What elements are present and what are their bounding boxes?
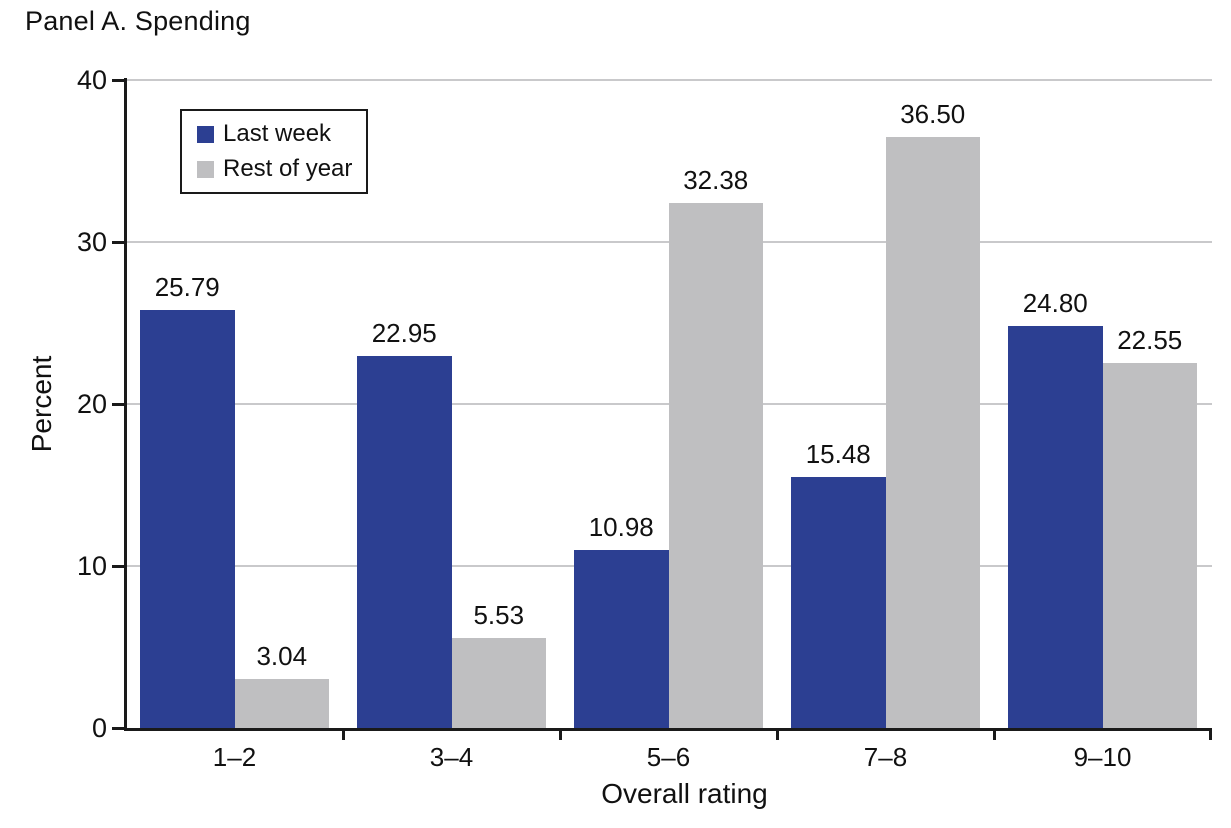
y-axis-tick-40 bbox=[112, 79, 124, 82]
y-axis-line bbox=[124, 78, 127, 731]
x-category-label-3–4: 3–4 bbox=[429, 742, 474, 772]
x-axis-tick bbox=[341, 731, 345, 740]
bar-last-week-3–4 bbox=[357, 356, 452, 728]
bar-rest-of-year-7–8 bbox=[885, 136, 980, 728]
bar-rest-of-year-5–6 bbox=[668, 203, 763, 728]
bar-value-label: 32.38 bbox=[683, 165, 749, 196]
x-category-label-1–2: 1–2 bbox=[212, 742, 257, 772]
bar-value-label: 10.98 bbox=[588, 512, 654, 543]
bar-value-label: 22.95 bbox=[371, 318, 437, 349]
y-tick-label-0: 0 bbox=[91, 713, 107, 743]
legend: Last week Rest of year bbox=[180, 109, 368, 194]
y-axis-tick-0 bbox=[112, 727, 124, 730]
x-axis-tick bbox=[558, 731, 562, 740]
legend-label: Rest of year bbox=[223, 155, 353, 182]
x-category-label-9–10: 9–10 bbox=[1073, 742, 1132, 772]
y-tick-label-10: 10 bbox=[76, 551, 107, 581]
y-tick-label-40: 40 bbox=[76, 65, 107, 95]
legend-item-rest-of-year: Rest of year bbox=[197, 156, 366, 182]
bar-value-label: 22.55 bbox=[1117, 324, 1183, 355]
x-axis-tick bbox=[775, 731, 779, 740]
x-axis-end-tick bbox=[1209, 731, 1212, 740]
bar-value-label: 3.04 bbox=[256, 640, 308, 671]
x-axis-tick bbox=[992, 731, 996, 740]
chart-title: Panel A. Spending bbox=[25, 6, 251, 36]
bar-value-label: 25.79 bbox=[154, 272, 220, 303]
bar-rest-of-year-3–4 bbox=[451, 638, 546, 728]
legend-label: Last week bbox=[223, 120, 332, 147]
bar-value-label: 5.53 bbox=[473, 600, 525, 631]
x-category-label-5–6: 5–6 bbox=[646, 742, 691, 772]
y-tick-label-30: 30 bbox=[76, 227, 107, 257]
y-axis-tick-10 bbox=[112, 565, 124, 568]
y-axis-tick-30 bbox=[112, 241, 124, 244]
gridline-40 bbox=[127, 79, 1212, 81]
bar-rest-of-year-1–2 bbox=[234, 678, 329, 728]
bar-rest-of-year-9–10 bbox=[1102, 362, 1197, 728]
legend-item-last-week: Last week bbox=[197, 121, 366, 147]
bar-value-label: 36.50 bbox=[900, 98, 966, 129]
bar-value-label: 15.48 bbox=[805, 439, 871, 470]
x-category-label-7–8: 7–8 bbox=[863, 742, 908, 772]
legend-swatch-icon bbox=[197, 160, 214, 178]
bar-value-label: 24.80 bbox=[1022, 288, 1088, 319]
y-axis-tick-20 bbox=[112, 403, 124, 406]
bar-last-week-5–6 bbox=[574, 550, 669, 728]
bar-last-week-1–2 bbox=[140, 310, 235, 728]
x-axis-title: Overall rating bbox=[601, 778, 768, 809]
y-tick-label-20: 20 bbox=[76, 389, 107, 419]
legend-swatch-icon bbox=[197, 125, 214, 143]
bar-last-week-7–8 bbox=[791, 477, 886, 728]
x-axis-line bbox=[124, 728, 1212, 731]
bar-last-week-9–10 bbox=[1008, 326, 1103, 728]
